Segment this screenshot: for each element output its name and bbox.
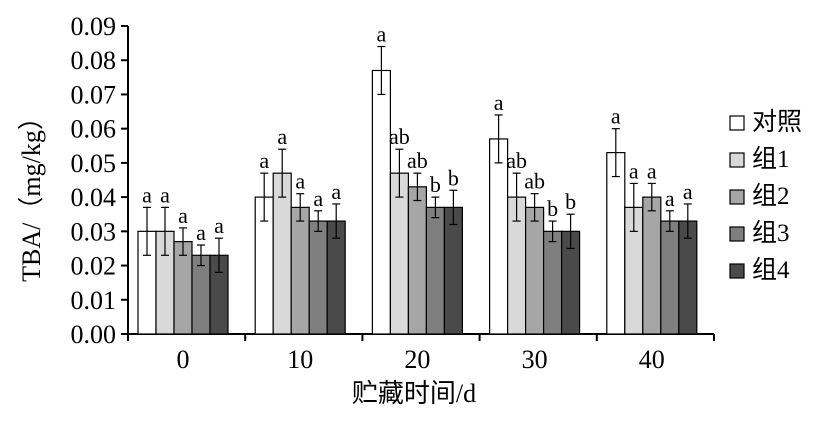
y-tick-label: 0.08 xyxy=(71,46,117,75)
significance-label: ab xyxy=(407,148,428,173)
bar xyxy=(407,186,427,335)
significance-label: b xyxy=(430,172,441,197)
y-tick-label: 0.09 xyxy=(71,12,117,41)
x-tick-label: 0 xyxy=(177,345,190,374)
significance-label: a xyxy=(331,179,341,204)
bar xyxy=(606,152,626,335)
y-axis: 0.00 0.01 0.02 0.03 0.04 0.05 0.06 0.07 0.08 0.09 xyxy=(71,12,129,349)
significance-label: ab xyxy=(389,124,410,149)
bar xyxy=(425,206,445,335)
legend-swatch xyxy=(729,189,745,205)
significance-label: a xyxy=(196,220,206,245)
y-tick-label: 0.00 xyxy=(71,320,117,349)
bar xyxy=(524,206,545,335)
bar xyxy=(290,206,310,335)
bar xyxy=(371,69,391,335)
x-tick-label: 30 xyxy=(522,345,548,374)
significance-label: a xyxy=(647,158,657,183)
legend-label: 组3 xyxy=(752,219,790,247)
significance-label: a xyxy=(494,90,504,115)
y-tick-label: 0.06 xyxy=(71,115,117,144)
significance-label: a xyxy=(178,203,188,228)
y-tick-label: 0.02 xyxy=(71,252,117,281)
bar xyxy=(660,220,680,335)
y-tick-label: 0.05 xyxy=(71,149,117,178)
legend-swatch xyxy=(729,115,745,131)
x-axis-title: 贮藏时间/d xyxy=(352,379,476,408)
significance-label: ab xyxy=(506,148,527,173)
bar xyxy=(443,206,463,335)
legend-label: 组4 xyxy=(752,256,790,284)
x-tick-label: 10 xyxy=(287,345,313,374)
y-tick-label: 0.01 xyxy=(71,286,117,315)
bar xyxy=(489,138,509,335)
significance-label: a xyxy=(142,182,152,207)
x-tick-label: 20 xyxy=(404,345,430,374)
significance-label: b xyxy=(565,189,576,214)
legend-label: 组2 xyxy=(752,182,790,210)
bar xyxy=(642,196,662,335)
y-tick-label: 0.07 xyxy=(71,80,117,109)
significance-label: a xyxy=(611,104,621,129)
bar xyxy=(191,254,211,335)
significance-label: a xyxy=(629,158,639,183)
bar xyxy=(542,230,563,335)
significance-label: a xyxy=(313,186,323,211)
significance-label: a xyxy=(277,124,287,149)
significance-label: b xyxy=(448,165,459,190)
bar xyxy=(308,220,328,335)
significance-label: ab xyxy=(524,169,545,194)
x-axis: 0 10 20 30 40 xyxy=(127,333,715,374)
significance-label: a xyxy=(259,148,269,173)
significance-label: a xyxy=(214,213,224,238)
y-tick-label: 0.03 xyxy=(71,217,117,246)
legend-swatch xyxy=(729,226,745,242)
y-tick-label: 0.04 xyxy=(71,183,117,212)
significance-label: a xyxy=(377,22,387,47)
significance-label: a xyxy=(665,186,675,211)
legend-label: 组1 xyxy=(752,145,790,173)
legend-swatch xyxy=(729,152,745,168)
significance-label: a xyxy=(160,182,170,207)
legend-label: 对照 xyxy=(752,108,802,136)
x-tick-label: 40 xyxy=(639,345,665,374)
significance-label: a xyxy=(295,169,305,194)
legend-swatch xyxy=(729,263,745,279)
y-axis-title: TBA/（mg/kg） xyxy=(17,104,46,282)
significance-label: b xyxy=(547,196,558,221)
significance-label: a xyxy=(683,179,693,204)
